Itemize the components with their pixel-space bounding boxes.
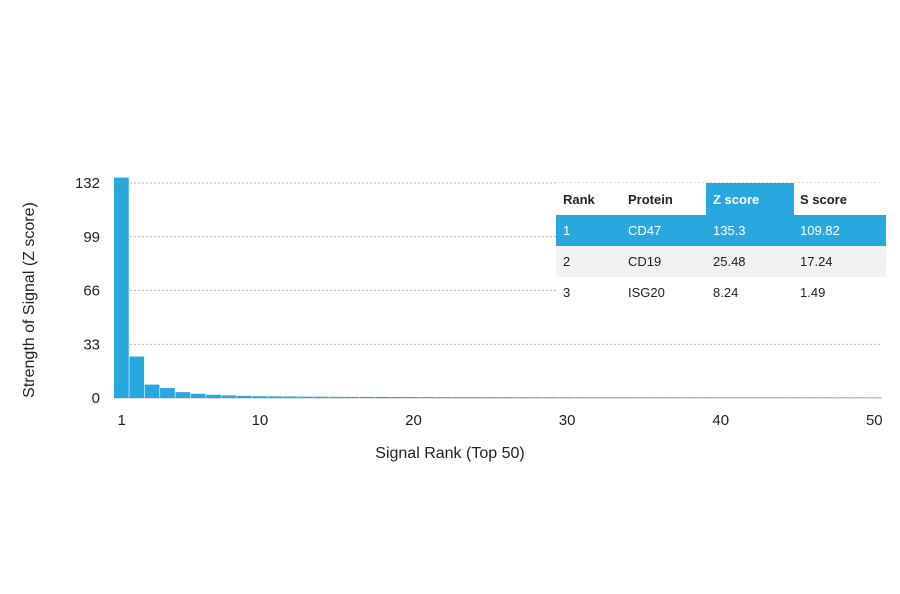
- bar: [236, 395, 252, 398]
- table-header-cell: S score: [800, 192, 847, 207]
- table-cell: 1.49: [800, 285, 825, 300]
- bar: [805, 397, 820, 398]
- bar: [774, 397, 790, 398]
- bar: [375, 396, 390, 398]
- table-cell: 109.82: [800, 223, 840, 238]
- bar: [114, 177, 129, 398]
- bar: [175, 392, 191, 398]
- bar: [605, 397, 621, 398]
- x-tick-label: 10: [252, 412, 269, 429]
- bar: [252, 396, 267, 398]
- bar: [559, 397, 575, 398]
- y-tick-label: 99: [83, 229, 100, 246]
- bar: [206, 394, 221, 398]
- table-row: [556, 277, 886, 308]
- bar: [329, 396, 344, 398]
- x-tick-label: 30: [559, 412, 576, 429]
- bar: [451, 397, 467, 398]
- x-tick-labels: 1 10 20 30 40 50: [118, 412, 883, 429]
- bar: [682, 397, 698, 398]
- bar: [651, 397, 667, 398]
- bar: [298, 396, 314, 398]
- bar: [405, 397, 421, 398]
- bar: [789, 397, 805, 398]
- table-header-cell: Rank: [563, 192, 596, 207]
- bar: [820, 397, 836, 398]
- bars: [114, 177, 882, 398]
- y-tick-label: 66: [83, 283, 100, 300]
- bar: [851, 397, 867, 398]
- bar: [129, 356, 145, 398]
- table-cell: ISG20: [628, 285, 665, 300]
- table-header-cell: Protein: [628, 192, 673, 207]
- bar: [620, 397, 636, 398]
- bar: [190, 393, 206, 398]
- x-tick-label: 50: [866, 412, 883, 429]
- y-tick-label: 132: [75, 175, 100, 192]
- bar: [713, 397, 728, 398]
- bar: [467, 397, 483, 398]
- table-cell: CD19: [628, 254, 661, 269]
- bar: [282, 396, 298, 398]
- bar: [835, 397, 851, 398]
- bar: [728, 397, 744, 398]
- bar: [267, 396, 283, 398]
- bar: [344, 396, 360, 398]
- table-header-cell: Z score: [713, 192, 759, 207]
- bar: [498, 397, 513, 398]
- table-cell: 2: [563, 254, 570, 269]
- bar: [390, 396, 406, 398]
- table-cell: 1: [563, 223, 570, 238]
- bar: [636, 397, 651, 398]
- table-cell: 8.24: [713, 285, 738, 300]
- z-score-header-highlight: [706, 183, 794, 215]
- y-tick-label: 0: [92, 390, 100, 407]
- bar: [666, 397, 682, 398]
- bar: [590, 397, 605, 398]
- bar: [528, 397, 544, 398]
- x-tick-label: 1: [118, 412, 126, 429]
- table-cell: 17.24: [800, 254, 833, 269]
- top-proteins-table: Rank Protein Z score S score 1 CD47 135.3 109.8…: [556, 183, 886, 308]
- x-tick-label: 40: [712, 412, 729, 429]
- table-cell: 3: [563, 285, 570, 300]
- bar: [421, 397, 436, 398]
- table-row: [556, 215, 886, 246]
- bar: [221, 395, 237, 398]
- table-cell: 135.3: [713, 223, 746, 238]
- table-cell: CD47: [628, 223, 661, 238]
- table-cell: 25.48: [713, 254, 746, 269]
- bar: [759, 397, 774, 398]
- table-row: [556, 246, 886, 277]
- y-tick-label: 33: [83, 336, 100, 353]
- x-tick-label: 20: [405, 412, 422, 429]
- y-tick-labels: 0 33 66 99 132: [75, 175, 100, 407]
- x-axis-title: Signal Rank (Top 50): [375, 445, 524, 462]
- bar: [743, 397, 759, 398]
- y-axis-title: Strength of Signal (Z score): [21, 202, 38, 398]
- bar: [482, 397, 498, 398]
- bar: [866, 397, 882, 398]
- bar: [359, 396, 375, 398]
- bar: [313, 396, 329, 398]
- bar: [697, 397, 713, 398]
- bar: [436, 397, 452, 398]
- bar: [544, 397, 559, 398]
- bar: [513, 397, 529, 398]
- bar: [160, 388, 175, 398]
- bar: [144, 384, 160, 398]
- bar: [574, 397, 590, 398]
